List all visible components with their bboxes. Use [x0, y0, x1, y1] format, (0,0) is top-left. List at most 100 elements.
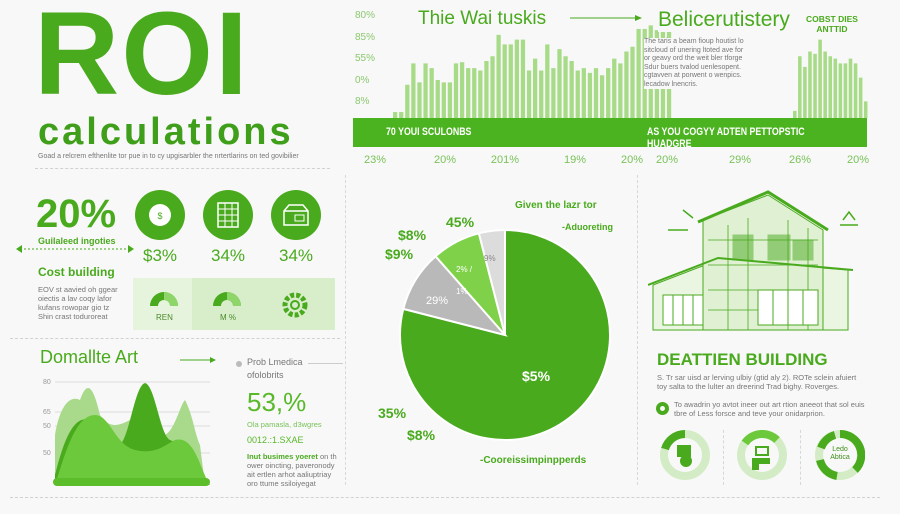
- bar: [563, 56, 568, 118]
- arrow-icon: [180, 357, 216, 363]
- bar: [466, 68, 471, 118]
- bar-chart: [393, 25, 868, 118]
- building-illustration: [648, 190, 858, 331]
- bar: [526, 70, 532, 118]
- text-line: oro ttume ssiloiyegat: [247, 479, 316, 488]
- pie-label: 9%: [484, 254, 496, 263]
- pie-annotation: $8%: [407, 427, 436, 443]
- bar: [828, 56, 833, 118]
- area-chart: 80 65 50 50: [43, 379, 210, 486]
- spreadsheet-icon: [203, 190, 253, 240]
- bar: [618, 63, 623, 118]
- y-tick: 0%: [355, 75, 370, 86]
- building-note: To awadrin yo avtot ineer out art rtion …: [674, 400, 865, 418]
- divider: [637, 175, 638, 485]
- pie-annotation: Given the lazr tor: [515, 200, 597, 211]
- bar: [636, 28, 641, 118]
- text-line: The taris a beam fioup houtist lo: [644, 38, 744, 45]
- cost-text: EOV st aavied oh ggear oiectis a lav coqy…: [38, 285, 118, 321]
- page-title: ROI: [34, 0, 250, 120]
- big-stat-caption: Guilaleed ingoties: [38, 236, 116, 246]
- x-tick: 20%: [620, 154, 644, 166]
- divider: [10, 338, 340, 339]
- building-title: DEATTIEN BUILDING: [657, 350, 828, 369]
- x-tick: 20%: [655, 154, 679, 166]
- bar: [472, 68, 477, 118]
- bar: [557, 49, 562, 118]
- bar: [441, 82, 446, 118]
- bar: [853, 63, 858, 118]
- side-title: Belicerutistery: [658, 8, 790, 32]
- pie-label: 29%: [426, 295, 449, 307]
- bar: [793, 110, 797, 118]
- bar: [843, 63, 848, 118]
- page-subtitle: calculations: [38, 111, 294, 153]
- badge-line: COBST DIES: [806, 14, 858, 24]
- y-tick: 50: [43, 423, 51, 430]
- bar: [496, 34, 501, 118]
- divider: [35, 168, 330, 169]
- bar: [423, 63, 428, 118]
- panel-section: [133, 278, 192, 330]
- y-tick: 85%: [355, 32, 376, 43]
- bar: [405, 84, 410, 118]
- bar: [833, 58, 838, 118]
- y-tick: 8%: [355, 96, 370, 107]
- pie-annotation: $8%: [398, 227, 427, 243]
- y-tick: 80%: [355, 10, 376, 21]
- bar: [612, 58, 617, 118]
- text-line: tbre of Less forsce and teve your onidar…: [674, 409, 825, 418]
- gear-icon: [282, 292, 308, 318]
- text-line: Shin crast toduroreat: [38, 312, 108, 321]
- arrow-icon: [570, 15, 642, 21]
- bar: [858, 77, 863, 118]
- bar: [399, 112, 404, 118]
- bar: [808, 51, 812, 118]
- bar: [533, 58, 538, 118]
- pie-annotation: $9%: [385, 246, 414, 262]
- bar: [490, 56, 495, 118]
- text-line: or geavy ord the weit bler tforge: [644, 55, 743, 62]
- bar: [508, 44, 513, 118]
- pie-label-main: $5%: [522, 368, 551, 384]
- chart-icon: [737, 430, 787, 480]
- stat-value: 34%: [278, 246, 314, 265]
- x-tick: 201%: [490, 154, 520, 166]
- text-line: Inut busimes yoeret on th: [247, 452, 347, 461]
- tagline: Goad a relcrem efthenlite tor pue in to …: [38, 153, 299, 160]
- big-stat: 20%: [36, 192, 117, 236]
- building-icon: [660, 430, 710, 480]
- badge-line: ANTTID: [816, 24, 848, 34]
- area-base: [53, 478, 210, 486]
- side-label: ofolobrits: [247, 370, 284, 380]
- bar: [848, 58, 853, 118]
- bar: [575, 70, 580, 118]
- bar: [593, 68, 599, 118]
- y-tick: 80: [43, 379, 51, 386]
- bar: [569, 61, 574, 118]
- bar: [539, 70, 544, 118]
- gauge-icon: [150, 292, 178, 306]
- bar: [581, 68, 586, 118]
- bar: [459, 62, 465, 118]
- divider: [345, 175, 346, 485]
- bar: [798, 56, 802, 118]
- pie-annotation: -Cooreissimpinpperds: [480, 455, 587, 466]
- bar: [447, 82, 453, 118]
- bar: [514, 39, 519, 118]
- side-label: Prob Lmedica: [247, 357, 303, 367]
- x-tick: 19%: [563, 154, 587, 166]
- bar: [484, 61, 489, 118]
- y-tick: 55%: [355, 53, 376, 64]
- text-icon: [815, 430, 865, 480]
- text-line: EOV st aavied oh ggear: [38, 285, 118, 294]
- double-arrow-icon: [16, 245, 134, 253]
- text-line: Sdur buers tvalod uenlesopent.: [644, 63, 741, 71]
- bar: [838, 63, 843, 118]
- x-tick: 20%: [846, 154, 870, 166]
- divider: [723, 430, 724, 485]
- x-tick: 29%: [728, 154, 752, 166]
- bar: [435, 80, 440, 118]
- text-line: ait ertlen arhot aaliuptriay: [247, 470, 332, 479]
- band-left-text: 70 YOUI SCULONBS: [386, 126, 472, 138]
